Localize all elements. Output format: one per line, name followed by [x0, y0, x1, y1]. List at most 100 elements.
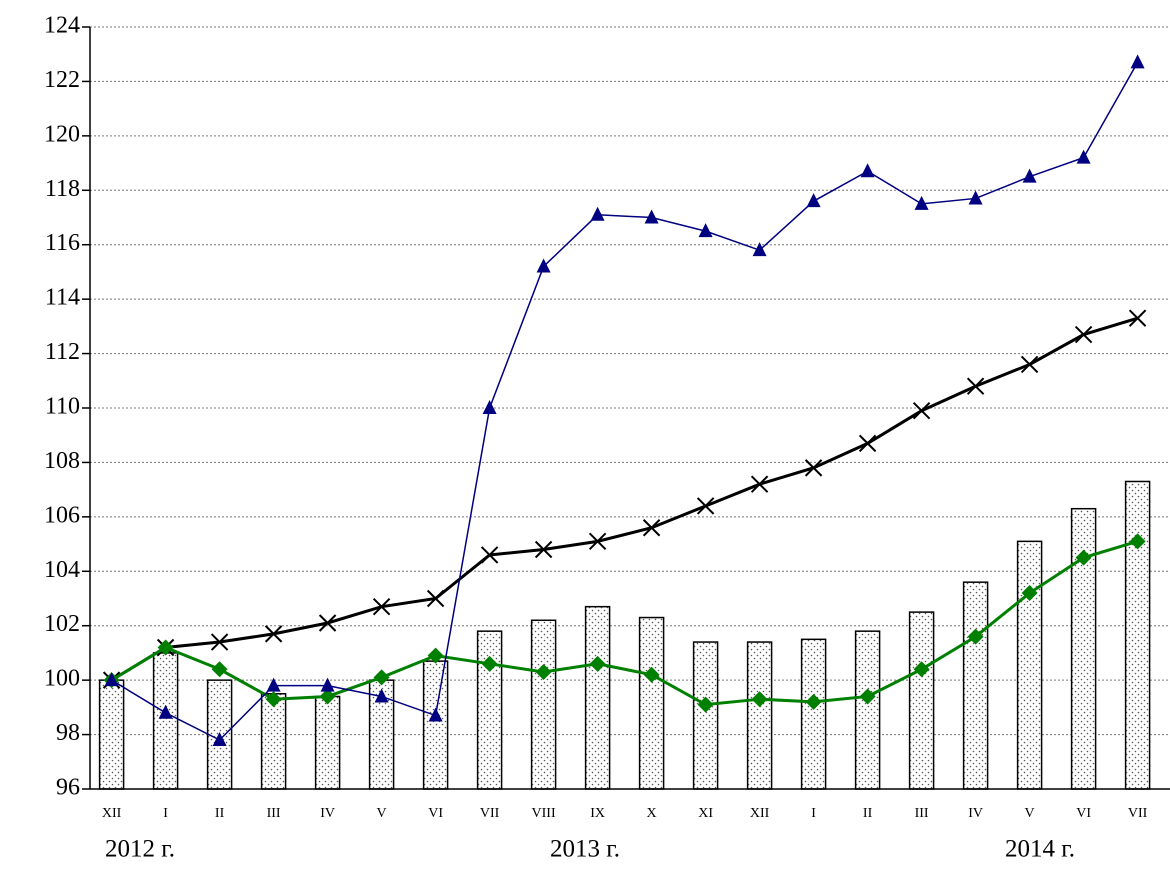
- marker: [859, 688, 876, 705]
- marker: [1021, 585, 1038, 602]
- marker-cross: [1128, 309, 1147, 327]
- marker: [1022, 168, 1037, 183]
- y-tick-label: 104: [44, 557, 80, 583]
- x-tick-label: XII: [102, 806, 122, 821]
- marker: [589, 655, 606, 672]
- marker: [318, 614, 337, 632]
- marker: [858, 434, 877, 453]
- y-tick-label: 98: [56, 720, 80, 746]
- marker: [373, 669, 390, 686]
- marker: [265, 691, 282, 708]
- marker-cross: [858, 434, 877, 453]
- bar: [854, 630, 881, 790]
- marker: [372, 597, 391, 616]
- y-tick-label: 96: [56, 775, 80, 801]
- marker-cross: [264, 625, 283, 643]
- series-line: [110, 316, 1139, 682]
- x-tick-label: XII: [750, 806, 770, 821]
- marker-cross: [480, 546, 499, 564]
- marker: [1128, 309, 1147, 327]
- y-tick-label: 124: [44, 13, 80, 39]
- x-tick-label: VII: [1128, 806, 1148, 821]
- marker: [534, 540, 553, 559]
- bar: [638, 616, 665, 790]
- x-tick-label: V: [1025, 806, 1035, 821]
- x-tick-label: II: [215, 806, 225, 821]
- marker: [913, 661, 930, 678]
- marker: [696, 497, 715, 515]
- marker: [158, 704, 173, 719]
- marker: [266, 677, 281, 692]
- bar: [1016, 540, 1043, 790]
- bar: [422, 660, 449, 790]
- y-tick-label: 106: [44, 502, 80, 528]
- marker-cross: [372, 597, 391, 616]
- marker: [212, 732, 227, 747]
- marker: [914, 195, 929, 210]
- bar: [260, 693, 287, 790]
- marker: [588, 532, 607, 551]
- marker-cross: [966, 377, 985, 395]
- x-tick-label: III: [915, 806, 929, 821]
- bar: [1124, 480, 1151, 790]
- x-tick-label: VI: [1076, 806, 1091, 821]
- marker-cross: [1020, 355, 1039, 374]
- x-tick-label: IV: [320, 806, 335, 821]
- y-tick-label: 118: [45, 176, 80, 202]
- marker: [804, 459, 823, 477]
- bar: [584, 605, 611, 790]
- marker-cross: [750, 475, 769, 493]
- marker: [320, 677, 335, 692]
- marker: [751, 691, 768, 708]
- marker: [642, 519, 661, 537]
- marker: [104, 672, 119, 687]
- marker: [1129, 533, 1146, 550]
- marker: [752, 242, 767, 257]
- marker: [428, 707, 443, 722]
- marker: [1074, 325, 1093, 344]
- marker-cross: [588, 532, 607, 551]
- x-tick-label: X: [647, 806, 657, 821]
- marker: [643, 666, 660, 683]
- marker: [211, 661, 228, 678]
- y-tick-label: 110: [45, 394, 80, 420]
- marker: [426, 589, 445, 608]
- bar: [746, 641, 773, 790]
- x-tick-label: VIII: [532, 806, 556, 821]
- marker-cross: [534, 540, 553, 559]
- x-tick-label: I: [811, 806, 816, 821]
- marker-cross: [804, 459, 823, 477]
- y-tick-label: 122: [44, 67, 80, 93]
- marker-cross: [1074, 325, 1093, 344]
- marker: [264, 625, 283, 643]
- bar: [962, 581, 989, 790]
- x-tick-label: II: [863, 806, 873, 821]
- marker: [210, 633, 229, 651]
- marker: [697, 696, 714, 713]
- y-tick-label: 102: [44, 611, 80, 637]
- y-tick-label: 116: [45, 230, 80, 256]
- year-label: 2014 г.: [1005, 836, 1075, 863]
- marker-cross: [426, 589, 445, 608]
- x-tick-label: V: [377, 806, 387, 821]
- series-line: [111, 62, 1139, 741]
- marker: [967, 628, 984, 645]
- marker: [590, 206, 605, 221]
- marker: [427, 647, 444, 664]
- marker-cross: [642, 519, 661, 537]
- marker: [536, 258, 551, 273]
- x-tick-label: VI: [428, 806, 443, 821]
- marker: [805, 693, 822, 710]
- year-label: 2012 г.: [105, 836, 175, 863]
- marker: [482, 400, 497, 414]
- marker-cross: [912, 402, 931, 420]
- x-tick-label: IV: [968, 806, 983, 821]
- bar: [908, 611, 935, 790]
- year-label: 2013 г.: [550, 836, 620, 863]
- marker: [912, 402, 931, 420]
- series-line: [110, 539, 1139, 707]
- marker: [374, 688, 389, 703]
- marker: [806, 193, 821, 208]
- marker: [644, 209, 659, 224]
